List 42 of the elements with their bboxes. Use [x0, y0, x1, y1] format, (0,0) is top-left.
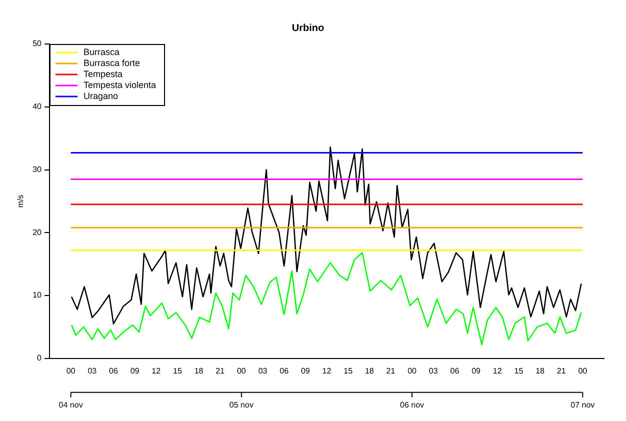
x-tick-label: 15: [344, 366, 354, 376]
text: 04 nov: [58, 400, 83, 410]
x-tick-label: 06: [450, 366, 460, 376]
x-tick-label: 12: [492, 366, 502, 376]
x-tick-label: 15: [173, 366, 182, 376]
legend-label: Burrasca: [84, 46, 120, 57]
x-tick-label: 12: [322, 366, 332, 376]
y-tick-label: 50: [32, 39, 42, 48]
text: 05 nov: [229, 400, 254, 410]
y-tick-label: 20: [32, 228, 42, 237]
y-tick-label: 0: [37, 354, 42, 363]
y-tick-label: 30: [32, 164, 42, 174]
x-tick-label: 15: [514, 366, 524, 376]
x-tick-label: 21: [556, 366, 566, 376]
legend-label: Burrasca forte: [84, 58, 140, 68]
legend-label: Tempesta: [84, 68, 123, 79]
x-tick-label: 03: [258, 366, 268, 376]
x-tick-label: 00: [408, 366, 418, 376]
x-tick-label: 00: [578, 366, 588, 376]
legend-label: Uragano: [84, 90, 118, 101]
x-tick-label: 12: [152, 366, 162, 376]
x-tick-label: 18: [194, 366, 204, 376]
chart-title: Urbino: [292, 22, 324, 34]
x-tick-label: 06: [109, 366, 118, 376]
x-tick-label: 00: [66, 366, 76, 376]
x-tick-label: 09: [130, 366, 140, 376]
y-tick-label: 10: [32, 290, 42, 300]
y-axis-title: m/s: [16, 194, 26, 208]
text: 07 nov: [570, 400, 595, 410]
x-tick-label: 06: [280, 366, 290, 376]
x-tick-label: 21: [386, 366, 396, 376]
x-tick-label: 21: [216, 366, 226, 376]
y-tick-label: 40: [32, 102, 42, 112]
text: 06 nov: [400, 400, 424, 410]
x-tick-label: 18: [364, 366, 374, 376]
x-tick-label: 00: [236, 366, 246, 376]
x-tick-label: 09: [300, 366, 310, 376]
legend-label: Tempesta violenta: [84, 80, 156, 90]
x-tick-label: 03: [428, 366, 438, 376]
x-tick-label: 09: [472, 366, 482, 376]
x-tick-label: 03: [88, 366, 98, 376]
x-tick-label: 18: [536, 366, 546, 376]
